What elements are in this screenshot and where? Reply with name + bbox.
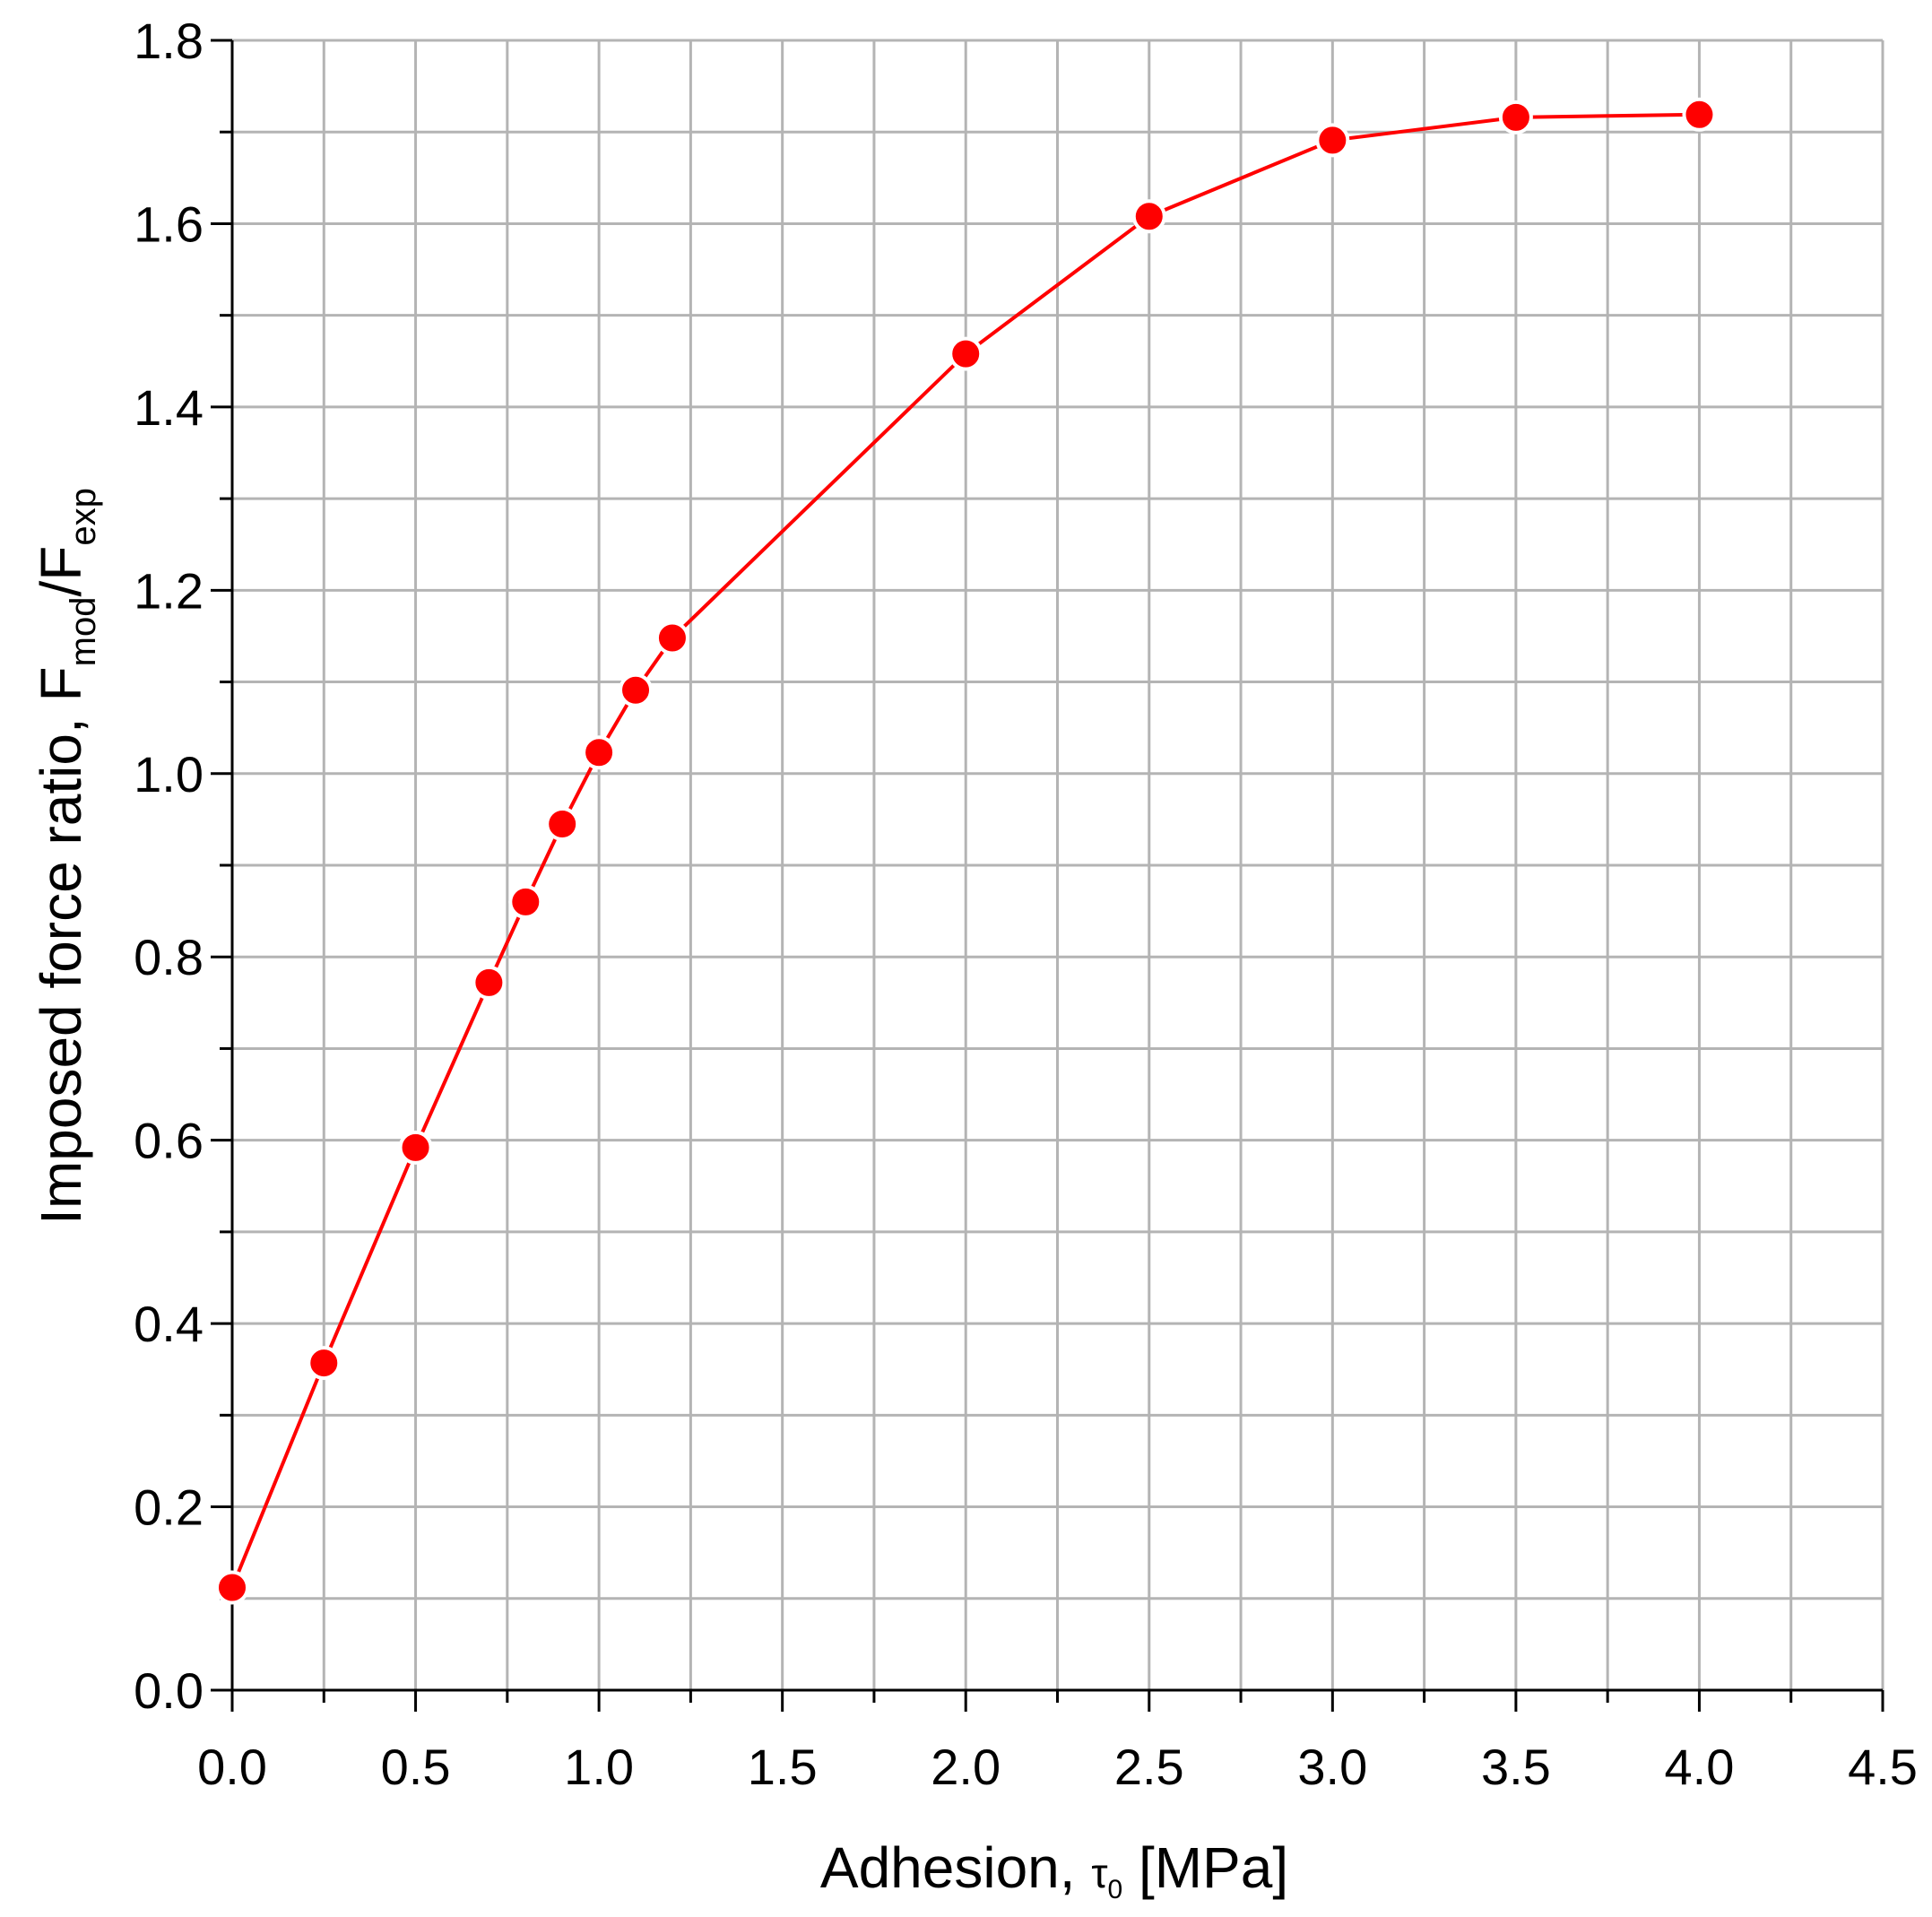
x-axis-title-symbol-sub: 0: [1107, 1875, 1122, 1904]
data-point: [1315, 123, 1350, 158]
x-tick-label: 1.0: [564, 1739, 634, 1795]
data-point: [1131, 199, 1166, 234]
y-tick-labels: 0.0 0.2 0.4 0.6 0.8 1.0 1.2 1.4 1.6 1.8: [134, 13, 204, 1719]
y-tick-label: 0.0: [134, 1662, 204, 1719]
y-tick-label: 1.6: [134, 195, 204, 252]
x-tick-label: 1.5: [748, 1739, 818, 1795]
y-axis-title: Imposed force ratio, Fmod/Fexp: [29, 488, 103, 1225]
x-tick-label: 3.5: [1481, 1739, 1551, 1795]
y-axis-title-part1: Imposed force ratio, F: [29, 666, 93, 1224]
data-point: [398, 1130, 433, 1165]
x-tick-label: 0.0: [197, 1739, 267, 1795]
y-tick-label: 0.2: [134, 1479, 204, 1536]
y-axis-title-sub1: mod: [64, 597, 103, 667]
y-tick-label: 1.0: [134, 746, 204, 802]
data-point: [545, 807, 580, 841]
data-point: [582, 735, 617, 770]
data-point: [508, 884, 543, 919]
x-axis-title-main: Adhesion,: [820, 1835, 1091, 1900]
data-point: [472, 965, 507, 1000]
x-axis-title-unit: [MPa]: [1122, 1835, 1288, 1900]
y-axis-title-part2: /F: [29, 546, 93, 597]
x-tick-label: 0.5: [381, 1739, 451, 1795]
tick-marks: [211, 39, 1884, 1712]
y-tick-label: 1.2: [134, 562, 204, 619]
x-tick-label: 2.0: [931, 1739, 1001, 1795]
y-axis-title-sub2: exp: [64, 488, 103, 546]
y-tick-label: 1.4: [134, 379, 204, 436]
x-axis-title-symbol: τ: [1091, 1850, 1107, 1896]
data-point: [949, 336, 983, 371]
x-tick-label: 3.0: [1297, 1739, 1367, 1795]
data-point: [1682, 97, 1717, 132]
y-tick-label: 1.8: [134, 13, 204, 69]
data-point: [654, 620, 689, 655]
x-tick-label: 4.0: [1665, 1739, 1735, 1795]
data-point: [307, 1346, 342, 1381]
x-axis-title: Adhesion, τ0 [MPa]: [820, 1835, 1288, 1904]
data-point: [619, 672, 654, 707]
x-tick-labels: 0.0 0.5 1.0 1.5 2.0 2.5 3.0 3.5 4.0 4.5: [197, 1739, 1918, 1795]
x-tick-label: 2.5: [1114, 1739, 1184, 1795]
y-tick-label: 0.6: [134, 1113, 204, 1169]
data-point: [1498, 100, 1533, 134]
grid: [232, 39, 1884, 1690]
y-tick-label: 0.8: [134, 929, 204, 985]
series-line: [230, 112, 1700, 1589]
data-point: [215, 1570, 249, 1605]
y-tick-label: 0.4: [134, 1296, 204, 1352]
series-group: [215, 97, 1717, 1605]
x-tick-label: 4.5: [1848, 1739, 1918, 1795]
